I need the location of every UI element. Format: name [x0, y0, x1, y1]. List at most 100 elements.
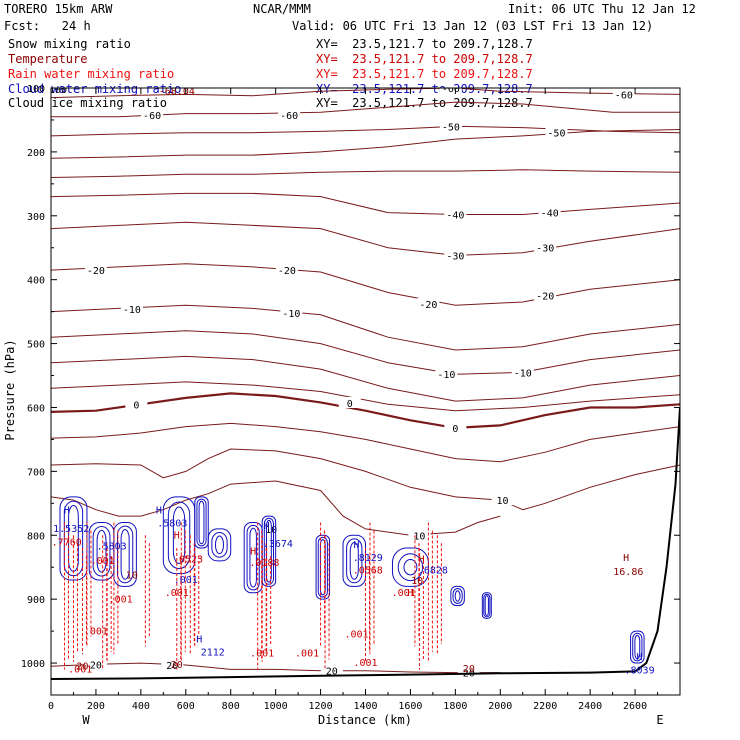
contour-label-bg-7-0	[84, 264, 107, 276]
annotation-21: H	[637, 652, 643, 663]
x-tick-label-7: 1400	[353, 701, 377, 712]
contour-label-2-0: -50	[442, 122, 460, 133]
field-xy-snow: XY= 23.5,121.7 to 209.7,128.7	[316, 37, 533, 51]
annotation-16: .6828	[418, 566, 448, 577]
cloud-water-contour-10-0	[391, 547, 429, 587]
annotation-27: .001	[174, 575, 198, 586]
y-tick-label-2: 300	[27, 212, 45, 223]
center-name: NCAR/MMM	[253, 2, 311, 16]
contour-label-bg-12-0	[125, 398, 148, 410]
contour-label-16-2: 20	[326, 667, 338, 678]
annotation-31: .001	[344, 629, 368, 640]
field-label-snow: Snow mixing ratio	[8, 37, 131, 51]
contour-label-0-1: -60	[615, 90, 633, 101]
cloud-water-contour-13-2	[634, 634, 641, 660]
cloud-water-contour-5-2	[214, 535, 225, 555]
annotation-1: H	[64, 506, 70, 517]
field-xy-rain: XY= 23.5,121.7 to 209.7,128.7	[316, 67, 533, 81]
annotation-32: .001	[353, 658, 377, 669]
x-tick-label-5: 1000	[264, 701, 288, 712]
contour-label-bg-5-0	[444, 208, 467, 220]
annotation-15: H	[419, 555, 425, 566]
cloud-water-contour-9-1	[346, 538, 363, 584]
temperature-contour-10	[51, 355, 680, 402]
annotation-11: .0188	[249, 558, 279, 569]
west-label: W	[82, 713, 90, 727]
cloud-water-contour-8-1	[317, 536, 328, 598]
cloud-water-contour-12-2	[484, 595, 489, 616]
annotation-7: .0523	[173, 555, 203, 566]
cloud-water-contour-13-0	[630, 630, 645, 664]
contour-label-7-2: -20	[419, 300, 437, 311]
cloud-water-contour-12-0	[481, 592, 492, 619]
contour-label-1-1: -60	[280, 111, 298, 122]
annotation-24: .001	[91, 556, 115, 567]
contour-label-bg-9-0	[435, 368, 458, 380]
annotation-17: H	[623, 553, 629, 564]
y-tick-label-3: 400	[27, 276, 45, 287]
field-label-rain: Rain water mixing ratio	[8, 67, 175, 81]
cloud-water-contour-11-1	[452, 588, 463, 604]
contour-label-bg-0-1	[612, 88, 635, 100]
contour-label-bg-16-1	[161, 658, 184, 670]
x-tick-label-4: 800	[222, 701, 240, 712]
contour-label-1-0: -60	[143, 111, 161, 122]
contour-label-16-1: 20	[166, 661, 178, 672]
contour-label-bg-15-1	[408, 529, 431, 541]
y-tick-label-7: 800	[27, 531, 45, 542]
cloud-water-contour-5-0	[207, 528, 232, 562]
contour-label-bg-7-2	[417, 297, 440, 309]
temperature-contour-16	[51, 662, 501, 674]
temperature-contour-9	[51, 330, 680, 375]
cloud-water-contour-11-0	[450, 585, 465, 607]
cloud-water-contour-10-2	[403, 559, 418, 576]
annotation-4: H	[156, 506, 162, 517]
annotation-29: .001	[295, 649, 319, 660]
annotation-38: 20	[463, 664, 475, 675]
temperature-contour-7	[51, 263, 680, 306]
contour-label-12-0: 0	[133, 400, 139, 411]
annotation-10: H	[250, 546, 256, 557]
cloud-water-contour-11-2	[454, 590, 461, 602]
annotation-9: .3674	[263, 539, 293, 550]
x-tick-label-0: 0	[48, 701, 54, 712]
cloud-water-contour-6-1	[246, 524, 260, 591]
contour-label-8-0: -10	[123, 305, 141, 316]
contour-label-bg-7-1	[275, 264, 298, 276]
cloud-water-contour-3-1	[167, 501, 191, 570]
contour-label-12-1: 0	[347, 399, 353, 410]
cloud-water-contour-10-1	[397, 553, 424, 582]
field-label-temperature: Temperature	[8, 52, 88, 66]
annotation-23: H	[407, 588, 413, 599]
axes: 0 200 400 600 800 1000 1200 1400 1600 1800 2000 220…	[21, 84, 680, 712]
y-tick-label-9: 1000	[21, 659, 45, 670]
contour-label-bg-6-0	[444, 249, 467, 261]
annotation-5: .5803	[157, 518, 187, 529]
annotation-34: .001	[68, 665, 92, 676]
contour-label-bg-9-1	[511, 366, 534, 378]
init-time: Init: 06 UTC Thu 12 Jan 12	[508, 2, 696, 16]
x-tick-label-13: 2600	[623, 701, 647, 712]
x-tick-label-3: 600	[177, 701, 195, 712]
cloud-water-contour-12-1	[483, 593, 491, 618]
annotation-3: .5803	[97, 541, 127, 552]
cloud-water-contour-6-2	[249, 527, 257, 588]
contour-label-7-3: -20	[536, 292, 554, 303]
contour-label-bg-8-1	[280, 306, 303, 318]
cloud-water-contour-4-2	[198, 500, 205, 545]
temperature-contour-13	[51, 422, 680, 463]
x-tick-label-10: 2000	[488, 701, 512, 712]
east-label: E	[656, 713, 663, 727]
annotation-40: -68.04	[159, 86, 195, 97]
cloud-water-contour-13-1	[632, 632, 643, 662]
y-tick-label-6: 700	[27, 467, 45, 478]
field-label-cloud-ice: Cloud ice mixing ratio	[8, 96, 167, 110]
x-tick-label-12: 2400	[578, 701, 602, 712]
y-tick-label-5: 600	[27, 403, 45, 414]
y-tick-label-0: 100	[27, 84, 45, 95]
cloud-water-contour-2-2	[120, 529, 130, 580]
contour-label-9-0: -10	[437, 370, 455, 381]
contour-label-8-1: -10	[282, 309, 300, 320]
annotation-41: -100	[43, 85, 67, 96]
annotation-2: .7760	[52, 537, 82, 548]
